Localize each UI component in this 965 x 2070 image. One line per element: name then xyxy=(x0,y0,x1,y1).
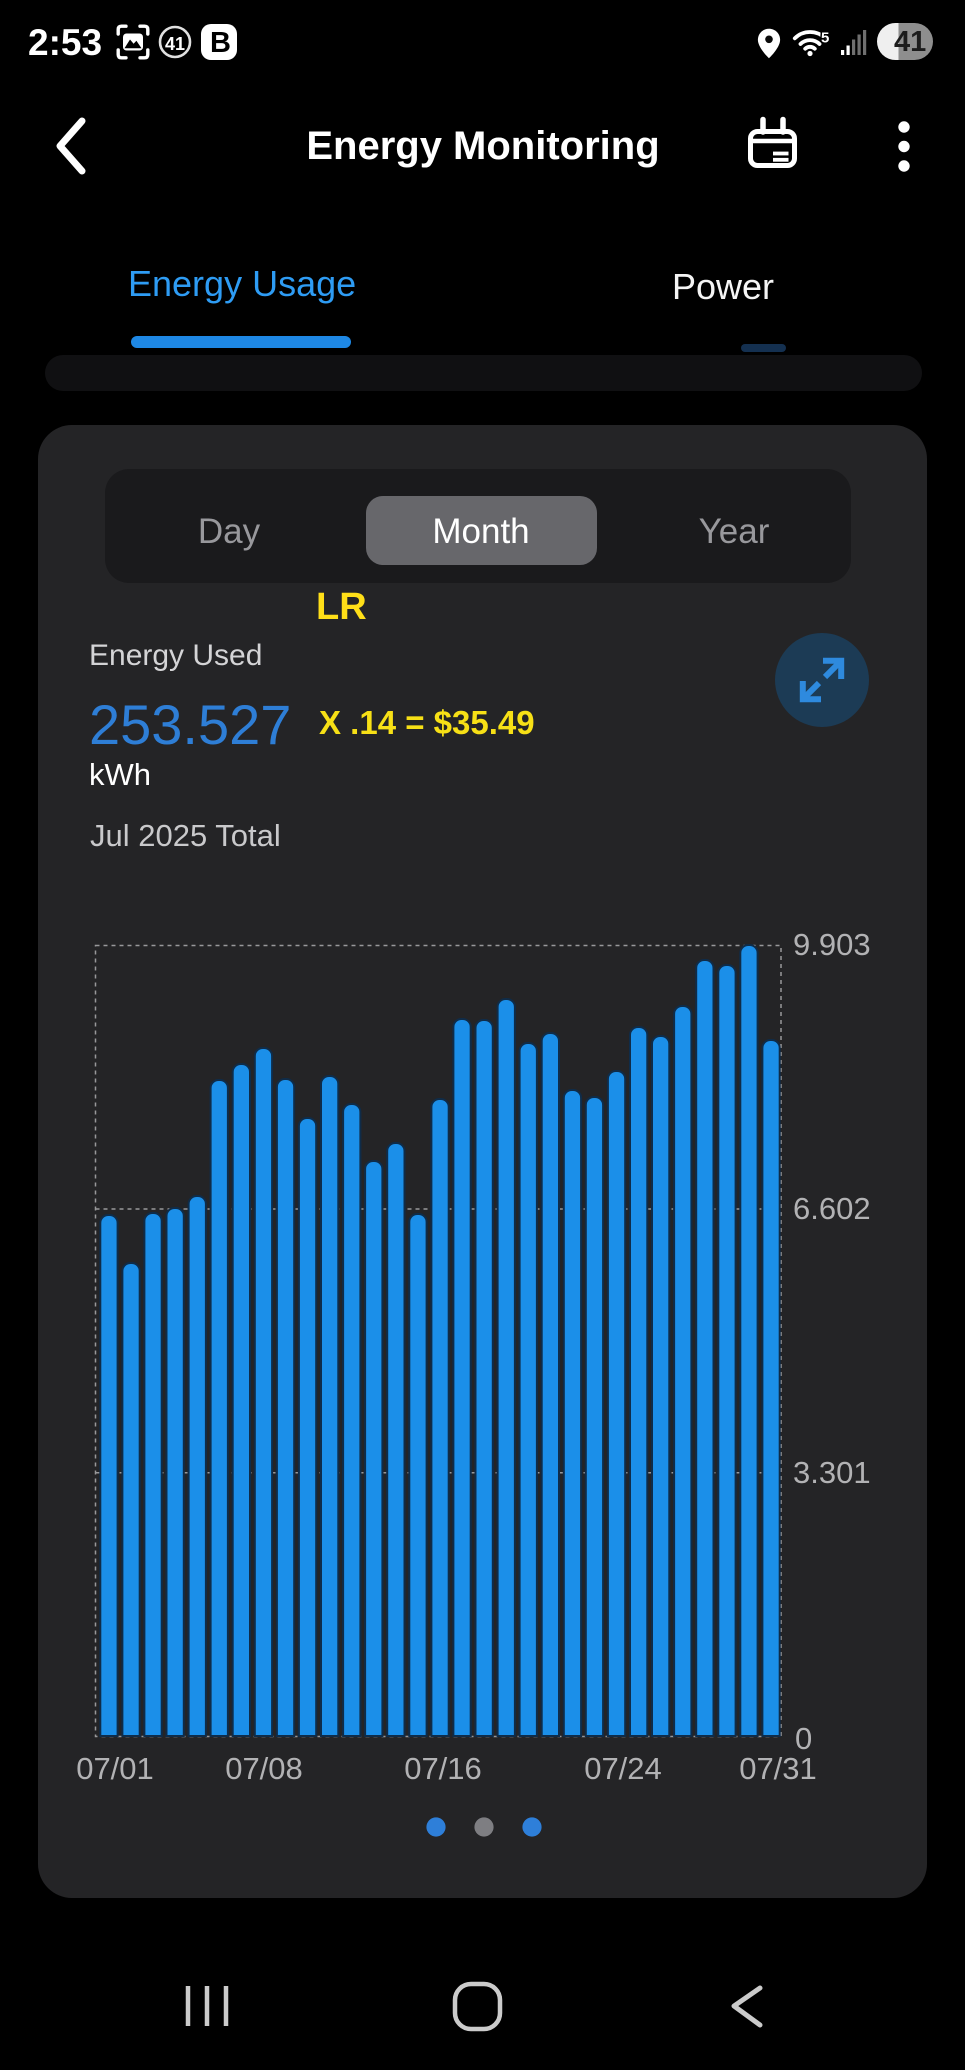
svg-text:07/24: 07/24 xyxy=(584,1751,662,1786)
svg-text:9.903: 9.903 xyxy=(793,927,871,962)
svg-text:3.301: 3.301 xyxy=(793,1455,871,1490)
svg-text:41: 41 xyxy=(165,34,185,54)
svg-text:5: 5 xyxy=(821,30,829,47)
svg-text:6.602: 6.602 xyxy=(793,1191,871,1226)
svg-text:0: 0 xyxy=(795,1721,812,1756)
svg-text:07/01: 07/01 xyxy=(76,1751,154,1786)
svg-text:07/31: 07/31 xyxy=(739,1751,817,1786)
svg-text:07/16: 07/16 xyxy=(404,1751,482,1786)
svg-text:07/08: 07/08 xyxy=(225,1751,303,1786)
